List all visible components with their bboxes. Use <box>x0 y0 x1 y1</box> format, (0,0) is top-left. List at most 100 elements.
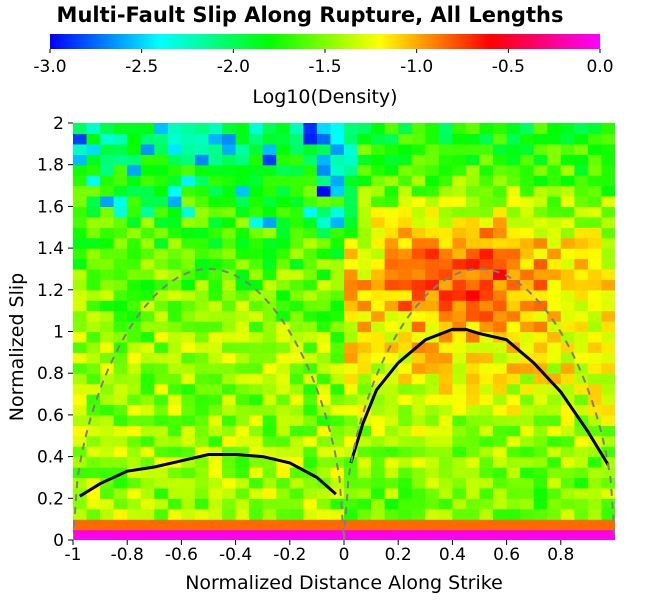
heatmap-cell <box>222 467 237 479</box>
heatmap-cell <box>479 404 494 416</box>
heatmap-cell <box>86 414 101 426</box>
heatmap-cell <box>140 331 155 343</box>
heatmap-cell <box>425 289 440 301</box>
heatmap-cell <box>181 373 196 385</box>
heatmap-cell <box>465 237 481 249</box>
heatmap-cell <box>384 279 399 291</box>
heatmap-cell <box>398 237 413 249</box>
heatmap-cell <box>547 446 562 458</box>
heatmap-cell <box>194 352 210 364</box>
heatmap-cell <box>127 477 142 489</box>
heatmap-cell <box>303 216 318 228</box>
heatmap-cell <box>547 529 562 540</box>
heatmap-cell <box>86 435 101 447</box>
heatmap-cell <box>465 185 481 197</box>
heatmap-cell <box>357 227 372 239</box>
heatmap-cell <box>235 206 250 218</box>
heatmap-cell <box>601 394 615 406</box>
heatmap-cell <box>249 477 264 489</box>
heatmap-cell <box>249 175 264 187</box>
heatmap-cell <box>167 227 182 239</box>
heatmap-cell <box>303 310 318 322</box>
heatmap-cell <box>86 143 101 155</box>
heatmap-cell <box>587 519 603 531</box>
heatmap-cell <box>249 362 264 374</box>
heatmap-cell <box>154 216 169 228</box>
heatmap-cell <box>357 456 372 468</box>
heatmap-cell <box>194 289 210 301</box>
heatmap-cell <box>411 195 426 208</box>
heatmap-cell <box>181 310 196 322</box>
heatmap-cell <box>100 519 115 531</box>
heatmap-cell <box>344 321 359 333</box>
heatmap-cell <box>547 425 562 437</box>
heatmap-cell <box>262 498 277 510</box>
heatmap-cell <box>574 467 589 479</box>
heatmap-cell <box>303 154 318 166</box>
heatmap-cell <box>547 268 562 280</box>
heatmap-cell <box>86 362 101 374</box>
heatmap-cell <box>303 394 318 406</box>
heatmap-cell <box>371 467 386 479</box>
heatmap-cell <box>194 498 210 510</box>
heatmap-cell <box>113 435 128 447</box>
heatmap-cell <box>344 414 359 426</box>
heatmap-cell <box>181 185 196 197</box>
heatmap-cell <box>520 477 535 489</box>
heatmap-cell <box>384 529 399 540</box>
heatmap-cell <box>547 195 562 208</box>
heatmap-cell <box>371 185 386 197</box>
heatmap-cell <box>398 268 413 280</box>
heatmap-cell <box>601 321 615 333</box>
heatmap-cell <box>452 352 467 364</box>
heatmap-cell <box>384 133 399 145</box>
heatmap-cell <box>601 195 615 208</box>
heatmap-cell <box>127 456 142 468</box>
heatmap-cell <box>100 446 115 458</box>
heatmap-cell <box>493 164 508 176</box>
heatmap-cell <box>479 154 494 166</box>
heatmap-cell <box>479 206 494 218</box>
heatmap-cell <box>289 435 304 447</box>
heatmap-cell <box>100 425 115 437</box>
heatmap-cell <box>222 456 237 468</box>
heatmap-cell <box>262 529 277 540</box>
heatmap-cell <box>276 435 291 447</box>
heatmap-cell <box>520 383 535 395</box>
heatmap-cell <box>587 310 603 322</box>
heatmap-cell <box>222 487 237 499</box>
heatmap-cell <box>73 331 88 343</box>
heatmap-cell <box>452 185 467 197</box>
heatmap-cell <box>127 175 142 187</box>
heatmap-cell <box>303 143 318 155</box>
heatmap-cell <box>601 331 615 343</box>
heatmap-cell <box>398 456 413 468</box>
heatmap-cell <box>100 164 115 176</box>
heatmap-cell <box>506 467 521 479</box>
heatmap-cell <box>547 456 562 468</box>
heatmap-cell <box>438 133 453 145</box>
heatmap-cell <box>113 508 128 520</box>
heatmap-cell <box>520 258 535 270</box>
heatmap-cell <box>384 195 399 208</box>
heatmap-cell <box>222 310 237 322</box>
heatmap-cell <box>86 154 101 166</box>
heatmap-cell <box>438 446 453 458</box>
heatmap-cell <box>398 519 413 531</box>
heatmap-cell <box>73 195 88 208</box>
heatmap-cell <box>371 216 386 228</box>
heatmap-cell <box>398 404 413 416</box>
heatmap-cell <box>533 133 548 145</box>
heatmap-cell <box>344 425 359 437</box>
heatmap-cell <box>452 227 467 239</box>
heatmap-cell <box>357 446 372 458</box>
heatmap-cell <box>276 154 291 166</box>
heatmap-cell <box>384 362 399 374</box>
heatmap-cell <box>452 414 467 426</box>
heatmap-cell <box>587 341 603 353</box>
heatmap-cell <box>574 373 589 385</box>
heatmap-cell <box>303 362 318 374</box>
heatmap-cell <box>574 227 589 239</box>
heatmap-cell <box>289 404 304 416</box>
heatmap-cell <box>425 414 440 426</box>
